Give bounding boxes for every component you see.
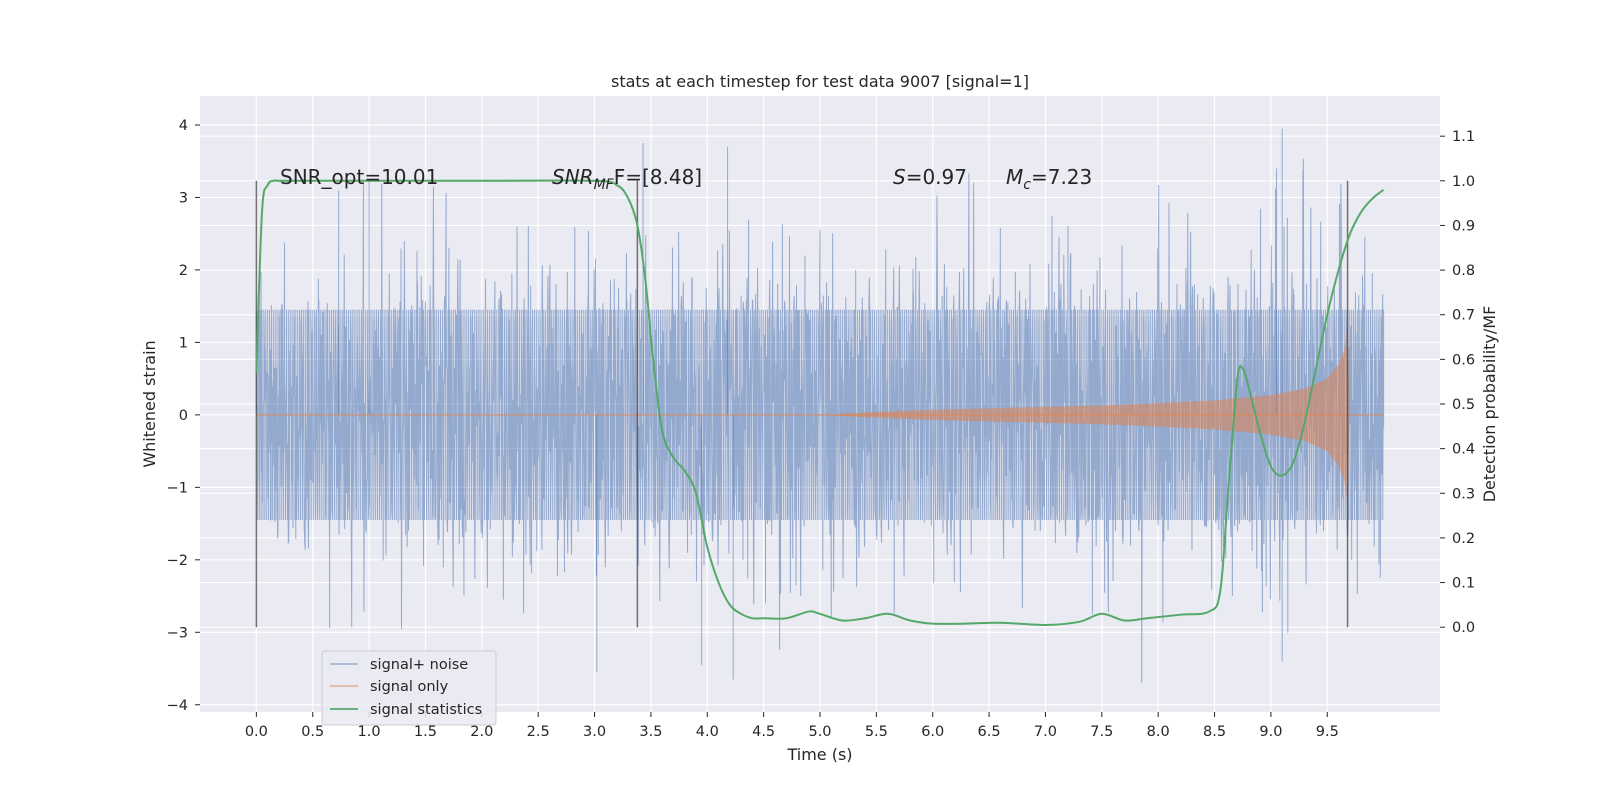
x-tick-label-3: 3.0 (583, 724, 606, 740)
y-tick-label--4: −4 (167, 698, 188, 714)
annotation-mc: Mc=7.23 (1006, 165, 1092, 193)
annotations: SNR_opt=10.01 SNRMFF=[8.48] S=0.97 Mc=7.… (280, 165, 1092, 193)
y-right-tick-label-0-1: 0.1 (1452, 576, 1475, 592)
line-signal-plus-noise (255, 158, 1385, 684)
y-right-tick-label-0-9: 0.9 (1452, 218, 1475, 234)
annotation-s-value: =0.97 (906, 165, 967, 189)
y-right-tick-label-0-4: 0.4 (1452, 442, 1475, 458)
x-tick-label-8-5: 8.5 (1203, 724, 1226, 740)
legend: signal+ noise signal only signal statist… (321, 650, 497, 726)
x-tick-label-2: 2.0 (470, 724, 493, 740)
x-tick-label-1: 1.0 (358, 724, 381, 740)
y-tick-label-0: 0 (179, 408, 188, 424)
x-tick-label-5: 5.0 (808, 724, 831, 740)
y-right-tick-label-0-6: 0.6 (1452, 352, 1475, 368)
data-layer (255, 128, 1385, 684)
x-tick-label-0: 0.0 (245, 724, 268, 740)
y-axis-label: Whitened strain (140, 340, 159, 467)
annotation-mc-value: =7.23 (1031, 165, 1092, 189)
y-tick-label-4: 4 (179, 118, 188, 134)
annotation-snr-mf-value: F=[8.48] (614, 165, 702, 189)
series-signal-plus-noise (255, 128, 1385, 684)
y-tick-label--2: −2 (167, 553, 188, 569)
legend-label-signal-statistics: signal statistics (370, 702, 482, 718)
chart-title: stats at each timestep for test data 900… (611, 72, 1029, 91)
legend-box (321, 650, 497, 726)
x-axis-ticks: 0.0 0.5 1.0 1.5 2.0 2.5 3.0 3.5 4.0 4.5 5.0 5.5 6.0 6… (245, 712, 1339, 740)
annotation-snr-mf-sub: MF (594, 177, 615, 193)
x-tick-label-6-5: 6.5 (978, 724, 1001, 740)
annotation-snr-opt: SNR_opt=10.01 (280, 165, 438, 189)
annotation-s: S=0.97 (893, 165, 967, 189)
series-signal-statistics (255, 179, 1385, 626)
y-tick-label-1: 1 (179, 335, 188, 351)
annotation-mc-sub: c (1023, 177, 1031, 193)
x-axis-label: Time (s) (786, 745, 852, 764)
y-axis-right-label: Detection probability/MF (1480, 306, 1499, 503)
y-right-tick-label-0-5: 0.5 (1452, 397, 1475, 413)
x-tick-label-2-5: 2.5 (527, 724, 550, 740)
legend-label-signal-plus-noise: signal+ noise (370, 657, 468, 673)
y-right-tick-label-0-8: 0.8 (1452, 263, 1475, 279)
x-tick-label-9: 9.0 (1259, 724, 1282, 740)
y-tick-label--1: −1 (167, 480, 188, 496)
x-tick-label-0-5: 0.5 (301, 724, 324, 740)
y-right-tick-label-0-7: 0.7 (1452, 308, 1475, 324)
y-right-tick-label-0-2: 0.2 (1452, 531, 1475, 547)
annotation-s-symbol: S (893, 165, 906, 189)
y-right-tick-label-1-1: 1.1 (1452, 129, 1475, 145)
annotation-snr-mf-symbol: SNR (552, 165, 594, 189)
y-tick-label-2: 2 (179, 263, 188, 279)
x-tick-label-9-5: 9.5 (1316, 724, 1339, 740)
y-axis-left-ticks: 4 3 2 1 0 −1 −2 −3 −4 (167, 118, 200, 714)
y-tick-label-3: 3 (179, 190, 188, 206)
x-tick-label-7-5: 7.5 (1090, 724, 1113, 740)
x-tick-label-7: 7.0 (1034, 724, 1057, 740)
annotation-mc-symbol: M (1006, 165, 1023, 189)
x-tick-label-5-5: 5.5 (865, 724, 888, 740)
y-right-tick-label-0-3: 0.3 (1452, 486, 1475, 502)
legend-label-signal-only: signal only (370, 679, 449, 695)
series-signal-only (256, 324, 1384, 506)
line-signal-statistics (255, 179, 1385, 626)
vertical-markers (255, 180, 1349, 628)
x-tick-label-6: 6.0 (921, 724, 944, 740)
y-tick-label--3: −3 (167, 625, 188, 641)
y-right-tick-label-0: 0.0 (1452, 620, 1475, 636)
y-axis-right-ticks: 1.1 1.0 0.9 0.8 0.7 0.6 0.5 0.4 0.3 0.2 0.1 0.0 (1440, 129, 1475, 636)
x-tick-label-3-5: 3.5 (639, 724, 662, 740)
y-right-tick-label-1: 1.0 (1452, 174, 1475, 190)
x-tick-label-4: 4.0 (696, 724, 719, 740)
x-tick-label-4-5: 4.5 (752, 724, 775, 740)
annotation-snr-mf: SNRMFF=[8.48] (552, 165, 702, 193)
x-tick-label-8: 8.0 (1147, 724, 1170, 740)
x-tick-label-1-5: 1.5 (414, 724, 437, 740)
